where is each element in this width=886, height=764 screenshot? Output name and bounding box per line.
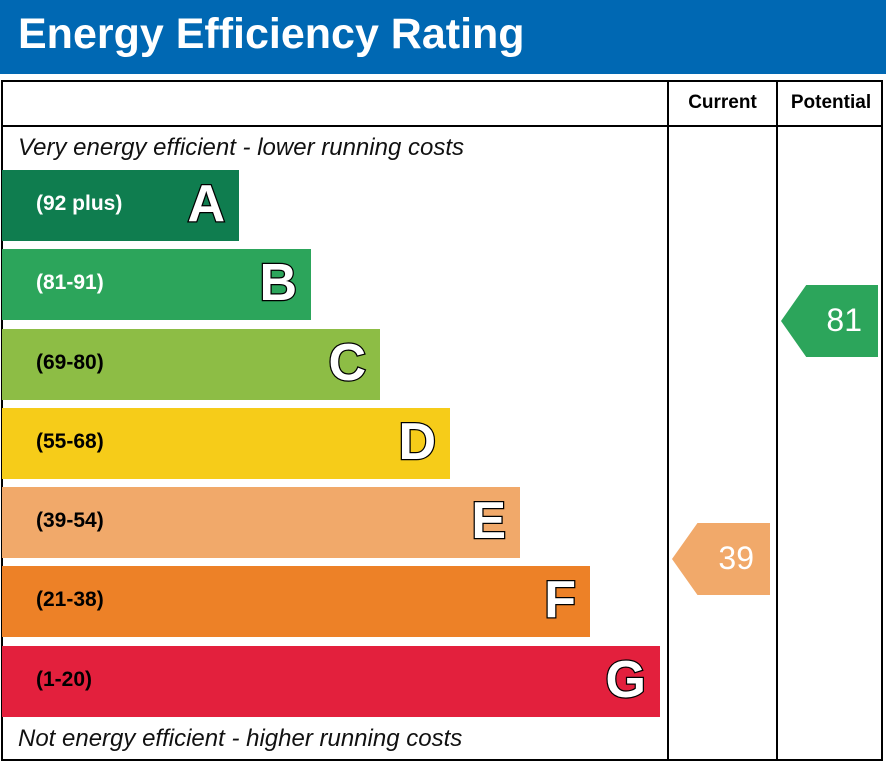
band-letter: E — [470, 491, 507, 552]
band-letter: G — [604, 650, 647, 711]
header-banner: Energy Efficiency Rating — [0, 0, 886, 74]
divider — [776, 80, 778, 761]
band-range: (92 plus) — [36, 192, 123, 215]
potential-rating-arrow: 81 — [781, 285, 878, 357]
band-letter: B — [258, 253, 298, 314]
page-title: Energy Efficiency Rating — [18, 10, 525, 58]
band-range: (1-20) — [36, 668, 93, 691]
band-range: (69-80) — [36, 351, 104, 374]
column-header-potential: Potential — [790, 92, 872, 113]
band-bar-a: (92 plus) A — [2, 170, 239, 241]
band-range: (81-91) — [36, 271, 104, 294]
band-bar-e: (39-54) E — [2, 487, 520, 558]
band-letter: C — [327, 333, 367, 394]
band-letter: F — [543, 570, 577, 631]
potential-rating-value: 81 — [826, 302, 862, 338]
current-rating-value: 39 — [718, 540, 754, 576]
band-range: (39-54) — [36, 509, 104, 532]
band-bar-d: (55-68) D — [2, 408, 450, 479]
top-note: Very energy efficient - lower running co… — [18, 134, 464, 161]
bottom-note: Not energy efficient - higher running co… — [18, 725, 463, 752]
band-letter: A — [186, 174, 226, 235]
band-letter: D — [397, 412, 437, 473]
column-header-current: Current — [688, 92, 757, 113]
band-bar-c: (69-80) C — [2, 329, 380, 400]
band-bar-b: (81-91) B — [2, 249, 311, 320]
divider — [667, 80, 669, 761]
band-bar-g: (1-20) G — [2, 646, 660, 717]
divider — [1, 125, 883, 127]
band-range: (55-68) — [36, 430, 104, 453]
band-range: (21-38) — [36, 588, 104, 611]
band-bar-f: (21-38) F — [2, 566, 590, 637]
